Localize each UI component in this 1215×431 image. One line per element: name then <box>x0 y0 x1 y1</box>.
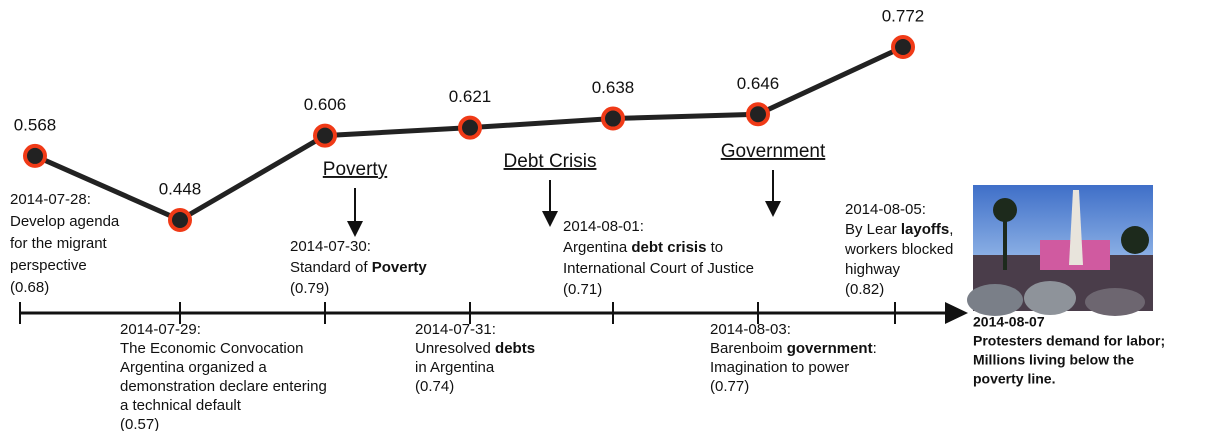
score-label: 0.638 <box>592 78 635 97</box>
event-text-part: to <box>706 239 723 256</box>
event-text-part: Barenboim <box>710 340 787 357</box>
topic-label: Government <box>721 141 826 162</box>
keyword: debts <box>495 340 535 357</box>
event-text-part: : <box>873 340 877 357</box>
event-text: for the migrant <box>10 235 108 252</box>
event-text-part: , <box>949 221 953 238</box>
event-date: 2014-07-28: <box>10 191 91 208</box>
score-label: 0.606 <box>304 95 347 114</box>
event-text-part: Standard of <box>290 259 372 276</box>
event-text: International Court of Justice <box>563 260 754 277</box>
keyword: government <box>787 340 873 357</box>
keyword: layoffs <box>901 221 949 238</box>
score-label: 0.448 <box>159 179 202 198</box>
event-text: Imagination to power <box>710 359 849 376</box>
topic-label: Poverty <box>323 159 388 180</box>
event-text: (0.68) <box>10 279 49 296</box>
axis-arrow <box>945 302 968 324</box>
event-text: demonstration declare entering <box>120 378 327 395</box>
event-text: (0.82) <box>845 281 884 298</box>
event-text: Argentina organized a <box>120 359 267 376</box>
event-date: 2014-08-05: <box>845 201 926 218</box>
event-text: in Argentina <box>415 359 495 376</box>
score-point <box>746 102 770 127</box>
score-point <box>601 106 625 131</box>
score-point <box>458 115 482 140</box>
event-text: highway <box>845 261 901 278</box>
keyword: Poverty <box>372 259 428 276</box>
score-point <box>23 143 47 168</box>
event-text: (0.74) <box>415 378 454 395</box>
event-text: Develop agenda <box>10 213 120 230</box>
event-text: workers blocked <box>844 241 953 258</box>
event-text: Standard of Poverty <box>290 259 427 276</box>
score-label: 0.772 <box>882 6 925 25</box>
event-text: (0.79) <box>290 280 329 297</box>
score-point <box>313 123 337 148</box>
event-date: 2014-07-30: <box>290 238 371 255</box>
score-label: 0.568 <box>14 115 57 134</box>
photo-caption: poverty line. <box>973 371 1055 387</box>
event-text: By Lear layoffs, <box>845 221 953 238</box>
keyword: debt crisis <box>631 239 706 256</box>
event-text: (0.57) <box>120 416 159 431</box>
photo-caption: Millions living below the <box>973 352 1134 368</box>
topic-label: Debt Crisis <box>504 151 597 172</box>
event-date: 2014-08-03: <box>710 321 791 338</box>
event-date: 2014-07-29: <box>120 321 201 338</box>
event-text: a technical default <box>120 397 242 414</box>
score-label: 0.646 <box>737 74 780 93</box>
event-date: 2014-07-31: <box>415 321 496 338</box>
photo <box>967 185 1153 316</box>
event-text: Barenboim government: <box>710 340 877 357</box>
event-text: (0.77) <box>710 378 749 395</box>
photo-caption: 2014-08-07 <box>973 314 1045 330</box>
event-text-part: Argentina <box>563 239 631 256</box>
score-point <box>891 35 915 59</box>
event-text: Argentina debt crisis to <box>563 239 723 256</box>
event-text: Unresolved debts <box>415 340 535 357</box>
event-date: 2014-08-01: <box>563 218 644 235</box>
event-text-part: By Lear <box>845 221 901 238</box>
photo-caption: Protesters demand for labor; <box>973 333 1165 349</box>
score-label: 0.621 <box>449 87 492 106</box>
event-text: (0.71) <box>563 281 602 298</box>
event-text: The Economic Convocation <box>120 340 303 357</box>
event-text-part: Unresolved <box>415 340 495 357</box>
event-text: perspective <box>10 257 87 274</box>
score-point <box>168 208 192 232</box>
